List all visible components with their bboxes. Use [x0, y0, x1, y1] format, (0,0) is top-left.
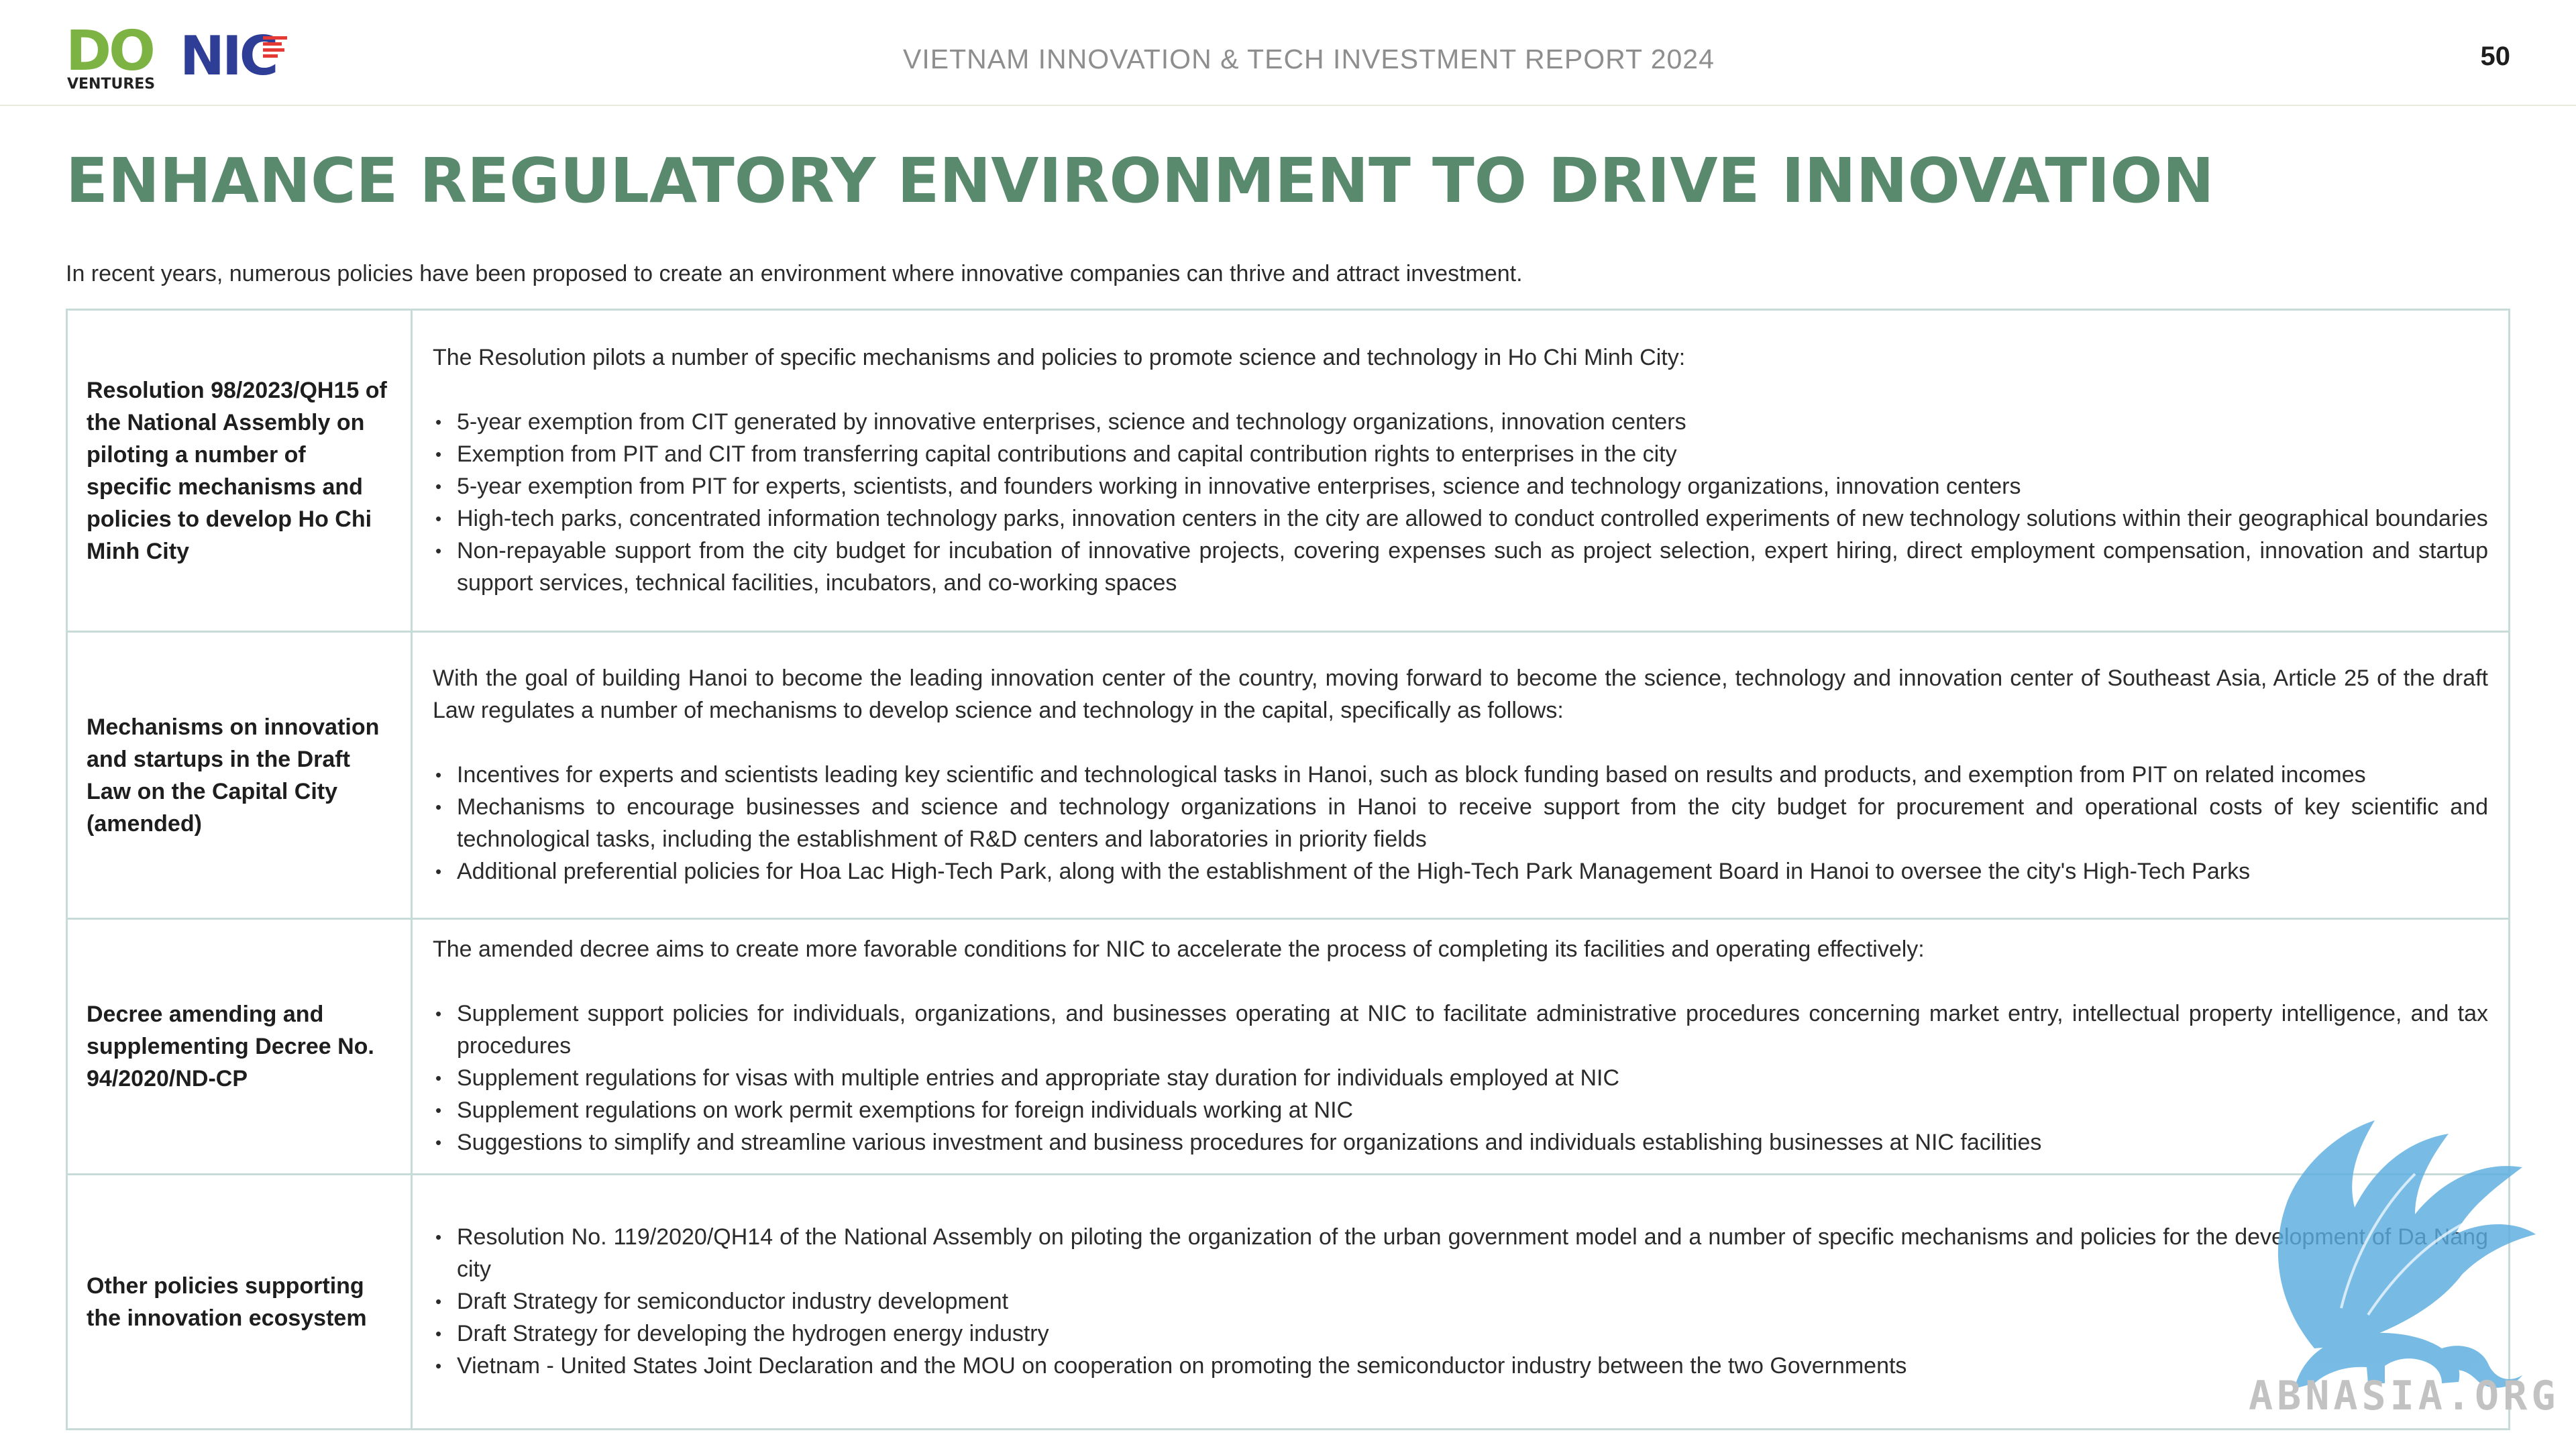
nic-logo-text: NIC [180, 25, 278, 87]
intro-text: In recent years, numerous policies have … [66, 261, 1523, 286]
list-item: Additional preferential policies for Hoa… [433, 855, 2488, 888]
griffin-watermark-icon [2277, 1120, 2536, 1389]
report-title: VIETNAM INNOVATION & TECH INVESTMENT REP… [903, 44, 1715, 74]
list-item: Incentives for experts and scientists le… [433, 759, 2488, 791]
list-item: Suggestions to simplify and streamline v… [433, 1126, 2488, 1159]
list-item: Vietnam - United States Joint Declaratio… [433, 1350, 2488, 1382]
list-item: Draft Strategy for developing the hydrog… [433, 1318, 2488, 1350]
do-logo-text: DO [66, 19, 156, 83]
table-row: Other policies supporting the innovation… [66, 1173, 2510, 1430]
list-item: Supplement support policies for individu… [433, 998, 2488, 1062]
list-item: 5-year exemption from CIT generated by i… [433, 406, 2488, 438]
page-number: 50 [2480, 42, 2511, 71]
policy-description: With the goal of building Hanoi to becom… [411, 631, 2510, 920]
list-item: Resolution No. 119/2020/QH14 of the Nati… [433, 1221, 2488, 1285]
table-row: Resolution 98/2023/QH15 of the National … [66, 309, 2510, 633]
policy-lead: The amended decree aims to create more f… [433, 936, 1925, 962]
policy-description: The Resolution pilots a number of specif… [411, 309, 2510, 633]
policy-lead: With the goal of building Hanoi to becom… [433, 665, 2488, 723]
policy-bullet-list: Supplement support policies for individu… [433, 998, 2488, 1159]
list-item: Supplement regulations for visas with mu… [433, 1062, 2488, 1094]
policy-bullet-list: Resolution No. 119/2020/QH14 of the Nati… [433, 1221, 2488, 1382]
policy-description: The amended decree aims to create more f… [411, 918, 2510, 1175]
nic-logo: NIC [180, 30, 294, 83]
list-item: High-tech parks, concentrated informatio… [433, 502, 2488, 535]
list-item: Mechanisms to encourage businesses and s… [433, 791, 2488, 855]
policy-lead: The Resolution pilots a number of specif… [433, 344, 1686, 370]
list-item: Exemption from PIT and CIT from transfer… [433, 438, 2488, 470]
list-item: 5-year exemption from PIT for experts, s… [433, 470, 2488, 502]
watermark-text: ABNASIA.ORG [2249, 1373, 2560, 1419]
ventures-logo-text: VENTURES [67, 76, 156, 93]
table-row: Decree amending and supplementing Decree… [66, 918, 2510, 1175]
policy-description: Resolution No. 119/2020/QH14 of the Nati… [411, 1173, 2510, 1430]
do-ventures-logo: DO VENTURES [66, 19, 156, 93]
policy-name: Resolution 98/2023/QH15 of the National … [66, 309, 413, 633]
policy-bullet-list: Incentives for experts and scientists le… [433, 759, 2488, 888]
policy-bullet-list: 5-year exemption from CIT generated by i… [433, 406, 2488, 599]
list-item: Supplement regulations on work permit ex… [433, 1094, 2488, 1126]
page-title: ENHANCE REGULATORY ENVIRONMENT TO DRIVE … [66, 145, 2214, 217]
list-item: Draft Strategy for semiconductor industr… [433, 1285, 2488, 1318]
list-item: Non-repayable support from the city budg… [433, 535, 2488, 599]
policy-name: Other policies supporting the innovation… [66, 1173, 413, 1430]
table-row: Mechanisms on innovation and startups in… [66, 631, 2510, 920]
policy-name: Mechanisms on innovation and startups in… [66, 631, 413, 920]
nic-logo-stripes-icon [263, 36, 287, 63]
page-header: DO VENTURES NIC VIETNAM INNOVATION & TEC… [0, 0, 2576, 106]
policy-table: Resolution 98/2023/QH15 of the National … [66, 309, 2510, 1430]
policy-name: Decree amending and supplementing Decree… [66, 918, 413, 1175]
